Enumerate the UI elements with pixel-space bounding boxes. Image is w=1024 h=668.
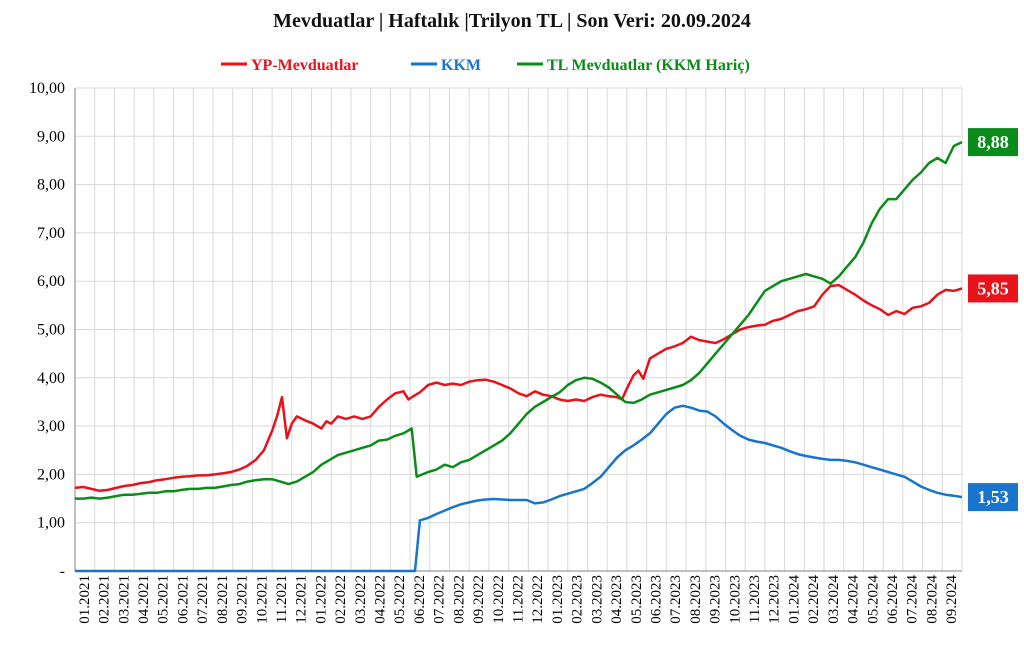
x-tick-label: 04.2024 xyxy=(846,575,862,624)
end-label-box-1 xyxy=(968,483,1018,512)
end-label-box-2 xyxy=(968,128,1018,157)
x-tick-label: 03.2022 xyxy=(353,575,369,624)
x-tick-label: 05.2024 xyxy=(865,575,881,624)
y-tick-label: 6,00 xyxy=(37,273,65,290)
x-tick-label: 08.2021 xyxy=(215,575,231,624)
x-tick-label: 08.2024 xyxy=(924,575,940,624)
x-tick-label: 09.2023 xyxy=(708,575,724,624)
y-tick-label: 1,00 xyxy=(37,515,65,532)
series-line-1 xyxy=(75,404,963,573)
y-tick-label: 10,00 xyxy=(29,80,65,97)
legend: YP-Mevduatlar KKM TL Mevduatlar (KKM Hariç… xyxy=(221,57,750,74)
x-tick-label: 07.2024 xyxy=(905,575,921,624)
x-tick-label: 09.2021 xyxy=(235,575,251,624)
legend-label: YP-Mevduatlar xyxy=(251,57,359,74)
x-tick-label: 12.2021 xyxy=(294,575,310,624)
x-tick-label: 01.2021 xyxy=(77,575,93,624)
y-axis: - 1,00 2,00 3,00 4,00 5,00 6,00 7,00 8,00 9,00 10,… xyxy=(29,80,65,580)
x-tick-label: 02.2024 xyxy=(806,575,822,624)
x-tick-label: 09.2024 xyxy=(944,575,960,624)
end-label-0: 5,85 xyxy=(977,278,1009,298)
y-tick-label: - xyxy=(60,563,65,580)
x-tick-label: 02.2021 xyxy=(97,575,113,624)
x-tick-label: 01.2023 xyxy=(550,575,566,624)
x-tick-label: 12.2022 xyxy=(530,575,546,624)
series-lines xyxy=(74,140,963,573)
x-tick-label: 04.2023 xyxy=(609,575,625,624)
x-tick-label: 01.2022 xyxy=(313,575,329,624)
x-tick-label: 07.2021 xyxy=(195,575,211,624)
x-tick-label: 04.2021 xyxy=(136,575,152,624)
y-tick-label: 7,00 xyxy=(37,225,65,242)
y-tick-label: 3,00 xyxy=(37,418,65,435)
x-tick-label: 09.2022 xyxy=(471,575,487,624)
y-tick-label: 5,00 xyxy=(37,322,65,339)
x-axis: 01.2021 02.2021 03.2021 04.2021 05.2021 06.20… xyxy=(77,575,960,624)
x-tick-label: 03.2024 xyxy=(826,575,842,624)
x-tick-label: 07.2023 xyxy=(668,575,684,624)
x-tick-label: 11.2022 xyxy=(511,575,527,623)
x-tick-label: 10.2023 xyxy=(727,575,743,624)
x-tick-label: 05.2023 xyxy=(629,575,645,624)
x-tick-label: 06.2021 xyxy=(175,575,191,624)
x-tick-label: 05.2022 xyxy=(392,575,408,624)
y-tick-label: 4,00 xyxy=(37,370,65,387)
x-tick-label: 06.2022 xyxy=(412,575,428,624)
x-tick-label: 03.2021 xyxy=(116,575,132,624)
x-tick-label: 08.2023 xyxy=(688,575,704,624)
legend-label: TL Mevduatlar (KKM Hariç) xyxy=(547,57,750,74)
x-tick-label: 11.2021 xyxy=(274,575,290,623)
end-label-2: 8,88 xyxy=(977,132,1009,152)
end-label-1: 1,53 xyxy=(977,487,1009,507)
x-tick-label: 06.2024 xyxy=(885,575,901,624)
x-tick-label: 06.2023 xyxy=(648,575,664,624)
y-tick-label: 2,00 xyxy=(37,466,65,483)
series-line-2 xyxy=(75,140,963,500)
x-tick-label: 07.2022 xyxy=(432,575,448,624)
x-tick-label: 01.2024 xyxy=(786,575,802,624)
x-tick-label: 10.2021 xyxy=(254,575,270,624)
x-tick-label: 04.2022 xyxy=(373,575,389,624)
x-tick-label: 02.2022 xyxy=(333,575,349,624)
x-tick-label: 12.2023 xyxy=(767,575,783,624)
end-labels: 5,85 1,53 8,88 xyxy=(968,128,1018,512)
series-line-0 xyxy=(74,283,963,493)
x-tick-label: 03.2023 xyxy=(589,575,605,624)
y-tick-label: 9,00 xyxy=(37,128,65,145)
chart-title: Mevduatlar | Haftalık |Trilyon TL | Son … xyxy=(273,10,751,32)
x-tick-label: 05.2021 xyxy=(156,575,172,624)
x-tick-label: 02.2023 xyxy=(570,575,586,624)
legend-label: KKM xyxy=(441,57,481,74)
x-tick-label: 10.2022 xyxy=(491,575,507,624)
x-tick-label: 08.2022 xyxy=(451,575,467,624)
gridlines xyxy=(74,87,963,572)
y-tick-label: 8,00 xyxy=(37,177,65,194)
end-label-box-0 xyxy=(968,274,1018,303)
x-tick-label: 11.2023 xyxy=(747,575,763,623)
